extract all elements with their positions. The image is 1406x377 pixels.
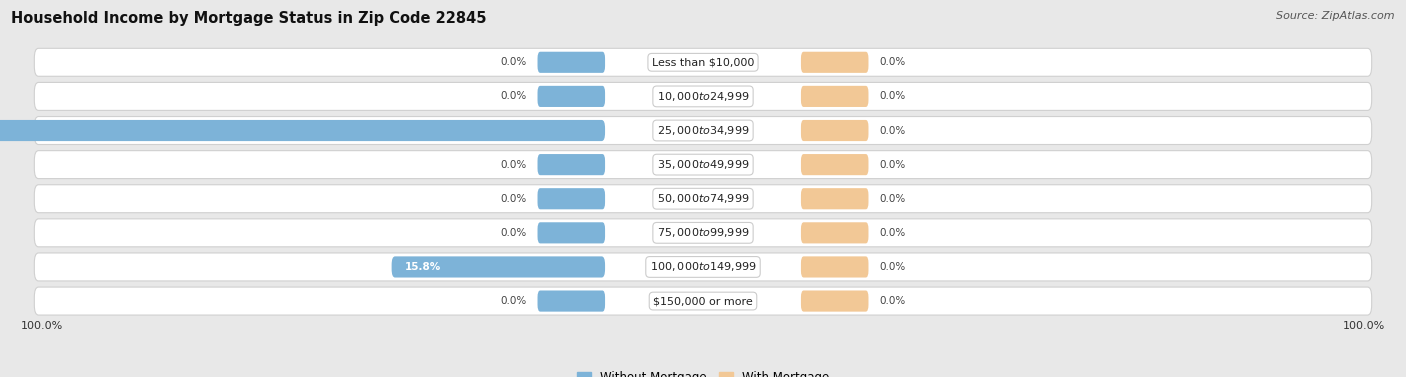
Text: $75,000 to $99,999: $75,000 to $99,999: [657, 226, 749, 239]
FancyBboxPatch shape: [34, 185, 1372, 213]
FancyBboxPatch shape: [34, 253, 1372, 281]
FancyBboxPatch shape: [34, 287, 1372, 315]
FancyBboxPatch shape: [34, 219, 1372, 247]
Text: 0.0%: 0.0%: [501, 228, 527, 238]
Text: 100.0%: 100.0%: [1343, 320, 1385, 331]
FancyBboxPatch shape: [801, 188, 869, 209]
FancyBboxPatch shape: [801, 86, 869, 107]
FancyBboxPatch shape: [537, 291, 605, 312]
FancyBboxPatch shape: [801, 154, 869, 175]
FancyBboxPatch shape: [801, 120, 869, 141]
Text: 0.0%: 0.0%: [501, 159, 527, 170]
FancyBboxPatch shape: [392, 256, 605, 277]
Text: 100.0%: 100.0%: [21, 320, 63, 331]
Text: $25,000 to $34,999: $25,000 to $34,999: [657, 124, 749, 137]
FancyBboxPatch shape: [801, 256, 869, 277]
Text: 0.0%: 0.0%: [501, 296, 527, 306]
Text: 0.0%: 0.0%: [501, 91, 527, 101]
Text: 0.0%: 0.0%: [879, 126, 905, 135]
Text: $10,000 to $24,999: $10,000 to $24,999: [657, 90, 749, 103]
FancyBboxPatch shape: [801, 52, 869, 73]
FancyBboxPatch shape: [801, 291, 869, 312]
FancyBboxPatch shape: [537, 222, 605, 244]
Text: Less than $10,000: Less than $10,000: [652, 57, 754, 67]
FancyBboxPatch shape: [34, 116, 1372, 144]
Text: 0.0%: 0.0%: [879, 228, 905, 238]
FancyBboxPatch shape: [0, 120, 605, 141]
FancyBboxPatch shape: [537, 154, 605, 175]
Text: 0.0%: 0.0%: [879, 296, 905, 306]
Text: Household Income by Mortgage Status in Zip Code 22845: Household Income by Mortgage Status in Z…: [11, 11, 486, 26]
Text: Source: ZipAtlas.com: Source: ZipAtlas.com: [1277, 11, 1395, 21]
Text: 0.0%: 0.0%: [879, 194, 905, 204]
Text: 0.0%: 0.0%: [879, 57, 905, 67]
Text: $50,000 to $74,999: $50,000 to $74,999: [657, 192, 749, 205]
Text: 0.0%: 0.0%: [879, 91, 905, 101]
Text: 0.0%: 0.0%: [501, 194, 527, 204]
FancyBboxPatch shape: [34, 83, 1372, 110]
FancyBboxPatch shape: [34, 151, 1372, 179]
Text: 15.8%: 15.8%: [405, 262, 441, 272]
FancyBboxPatch shape: [801, 222, 869, 244]
Text: 0.0%: 0.0%: [879, 262, 905, 272]
Text: $100,000 to $149,999: $100,000 to $149,999: [650, 261, 756, 273]
FancyBboxPatch shape: [537, 52, 605, 73]
FancyBboxPatch shape: [537, 188, 605, 209]
Legend: Without Mortgage, With Mortgage: Without Mortgage, With Mortgage: [572, 366, 834, 377]
Text: 0.0%: 0.0%: [879, 159, 905, 170]
FancyBboxPatch shape: [537, 86, 605, 107]
FancyBboxPatch shape: [34, 48, 1372, 76]
Text: $35,000 to $49,999: $35,000 to $49,999: [657, 158, 749, 171]
Text: 0.0%: 0.0%: [501, 57, 527, 67]
Text: $150,000 or more: $150,000 or more: [654, 296, 752, 306]
